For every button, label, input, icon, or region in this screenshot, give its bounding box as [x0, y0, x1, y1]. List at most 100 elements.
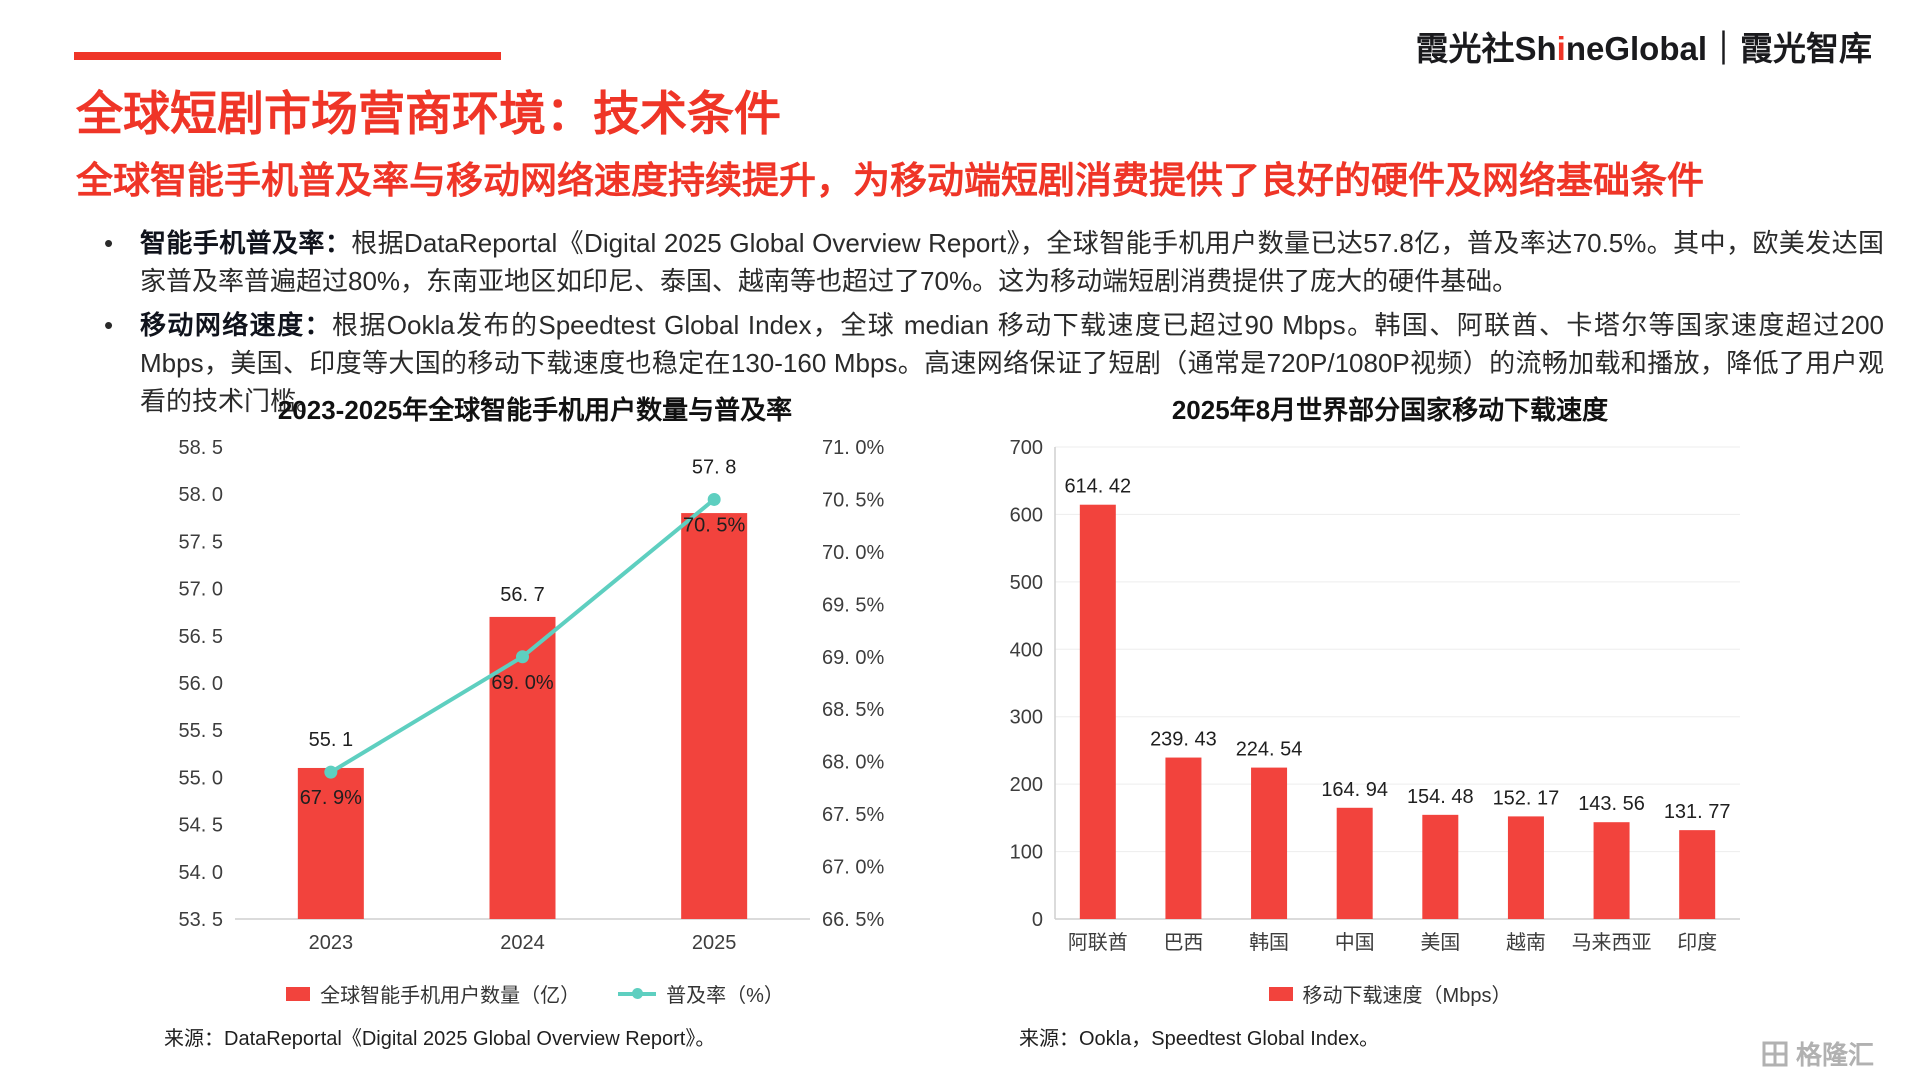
line-point [324, 765, 338, 779]
bar-value-label: 55. 1 [309, 729, 353, 751]
smartphone-users-plot: 58. 5 58. 0 57. 5 57. 0 56. 5 56. 0 55. 5 55. 0… [179, 437, 885, 954]
download-speed-chart-title: 2025年8月世界部分国家移动下载速度 [1171, 395, 1609, 425]
page-title: 全球短剧市场营商环境：技术条件 [76, 87, 781, 140]
bar-value-label: 152. 17 [1493, 787, 1560, 809]
bar-legend-swatch [286, 986, 311, 1001]
line-point [516, 650, 529, 664]
download-speed-source-note: 来源：Ookla，Speedtest Global Index。 [1019, 1028, 1380, 1050]
bullet-text: 根据Ookla发布的Speedtest Global Index，全球 medi… [140, 310, 1884, 416]
x-axis-category-label: 中国 [1335, 931, 1375, 954]
left-axis-tick-label: 55. 5 [179, 720, 223, 742]
left-axis-tick-label: 58. 5 [179, 437, 223, 459]
legend-label-download-speed: 移动下载速度（Mbps） [1302, 985, 1512, 1007]
y-axis-tick-label: 400 [1010, 639, 1043, 661]
speed-bar [1251, 767, 1288, 919]
right-axis-tick-label: 69. 5% [822, 594, 884, 616]
speed-bar [1507, 816, 1544, 919]
left-axis-tick-label: 58. 0 [179, 484, 223, 506]
bar-value-label: 56. 7 [500, 584, 544, 606]
right-axis-tick-label: 67. 0% [822, 857, 884, 879]
right-axis-tick-label: 70. 5% [822, 489, 884, 511]
right-axis-tick-label: 68. 5% [822, 699, 884, 721]
brand-logo: 霞光社ShineGlobal｜霞光智库 [1415, 22, 1872, 70]
right-axis-tick-label: 66. 5% [822, 909, 884, 931]
speed-bar [1679, 830, 1716, 919]
bullet-lead: 移动网络速度： [140, 310, 332, 340]
smartphone-chart-source-note: 来源：DataReportal《Digital 2025 Global Over… [164, 1028, 716, 1050]
gelonghui-logo-icon [1762, 1041, 1788, 1066]
bar-value-label: 131. 77 [1664, 801, 1731, 823]
line-value-label: 69. 0% [491, 672, 553, 694]
y-axis-tick-label: 300 [1010, 707, 1043, 729]
x-axis-category-label: 美国 [1420, 931, 1460, 954]
x-axis-category-label: 印度 [1677, 931, 1717, 954]
y-axis-tick-label: 500 [1010, 572, 1043, 594]
speed-bar [1165, 757, 1202, 919]
users-bar [681, 513, 748, 919]
users-bar [489, 616, 556, 919]
speed-bar [1336, 807, 1373, 919]
y-axis-tick-label: 600 [1010, 504, 1043, 526]
x-axis-category-label: 阿联酋 [1068, 931, 1128, 954]
bullet-item-mobile-network-speed: 移动网络速度：根据Ookla发布的Speedtest Global Index，… [96, 306, 1884, 420]
right-axis-tick-label: 68. 0% [822, 752, 884, 774]
users-bar [297, 767, 364, 919]
download-speed-legend: 移动下载速度（Mbps） [1005, 979, 1775, 1008]
watermark-text: 格隆汇 [1795, 1040, 1874, 1070]
download-speed-chart: 2025年8月世界部分国家移动下载速度 700 600 500 400 300 200 10… [1005, 392, 1775, 1051]
smartphone-users-chart: 2023-2025年全球智能手机用户数量与普及率 58. 5 58. 0 57. 5… [150, 392, 920, 1051]
brand-text-right: neGlobal｜霞光智库 [1565, 30, 1872, 67]
right-axis-tick-label: 67. 5% [822, 804, 884, 826]
bar-value-label: 614. 42 [1064, 476, 1131, 498]
left-axis-tick-label: 55. 0 [179, 767, 223, 789]
speed-bar [1079, 504, 1116, 919]
x-axis-category-label: 马来西亚 [1572, 931, 1652, 954]
x-axis-category-label: 2023 [309, 932, 354, 954]
x-axis-category-label: 2024 [500, 932, 545, 954]
left-axis-tick-label: 53. 5 [179, 909, 223, 931]
legend-item-download-speed: 移动下载速度（Mbps） [1268, 979, 1512, 1008]
bar-value-label: 143. 56 [1578, 793, 1645, 815]
left-axis-tick-label: 56. 5 [179, 626, 223, 648]
x-axis-category-label: 2025 [692, 932, 737, 954]
bar-value-label: 57. 8 [692, 456, 736, 478]
right-axis-tick-label: 71. 0% [822, 437, 884, 459]
legend-item-users: 全球智能手机用户数量（亿） [286, 979, 580, 1008]
speed-bar [1422, 814, 1459, 919]
bullet-text: 根据DataReportal《Digital 2025 Global Overv… [140, 228, 1884, 296]
bar-value-label: 164. 94 [1321, 779, 1388, 801]
gelonghui-watermark: 格隆汇 [1762, 1035, 1874, 1072]
line-value-label: 67. 9% [300, 787, 362, 809]
line-point [707, 492, 721, 506]
legend-label-penetration: 普及率（%） [666, 985, 784, 1007]
left-axis-tick-label: 57. 5 [179, 531, 223, 553]
brand-text-left: 霞光社Sh [1415, 30, 1557, 67]
line-value-label: 70. 5% [683, 514, 745, 536]
bullet-list: 智能手机普及率：根据DataReportal《Digital 2025 Glob… [96, 224, 1884, 426]
y-axis-tick-label: 200 [1010, 774, 1043, 796]
left-axis-tick-label: 54. 0 [179, 862, 223, 884]
line-legend-swatch [618, 987, 657, 999]
smartphone-users-legend: 全球智能手机用户数量（亿） 普及率（%） [150, 979, 920, 1008]
line-legend-dot [632, 987, 644, 999]
x-axis-category-label: 越南 [1506, 931, 1546, 954]
bar-value-label: 224. 54 [1236, 739, 1303, 761]
legend-item-penetration: 普及率（%） [618, 979, 784, 1008]
bar-legend-swatch [1268, 986, 1293, 1001]
speed-bar [1593, 822, 1630, 919]
left-axis-tick-label: 56. 0 [179, 673, 223, 695]
x-axis-category-label: 韩国 [1249, 931, 1289, 954]
left-axis-tick-label: 54. 5 [179, 815, 223, 837]
top-accent-rule [74, 52, 501, 60]
right-axis-tick-label: 70. 0% [822, 542, 884, 564]
bar-value-label: 239. 43 [1150, 729, 1217, 751]
x-axis-category-label: 巴西 [1163, 932, 1203, 954]
left-axis-tick-label: 57. 0 [179, 579, 223, 601]
download-speed-plot: 700 600 500 400 300 200 100 0 614. 42 阿联酋 239. 43 巴… [1010, 437, 1740, 954]
y-axis-tick-label: 700 [1010, 437, 1043, 459]
right-axis-tick-label: 69. 0% [822, 647, 884, 669]
brand-accent-letter: i [1556, 30, 1566, 67]
bar-value-label: 154. 48 [1407, 786, 1474, 808]
y-axis-tick-label: 100 [1010, 842, 1043, 864]
